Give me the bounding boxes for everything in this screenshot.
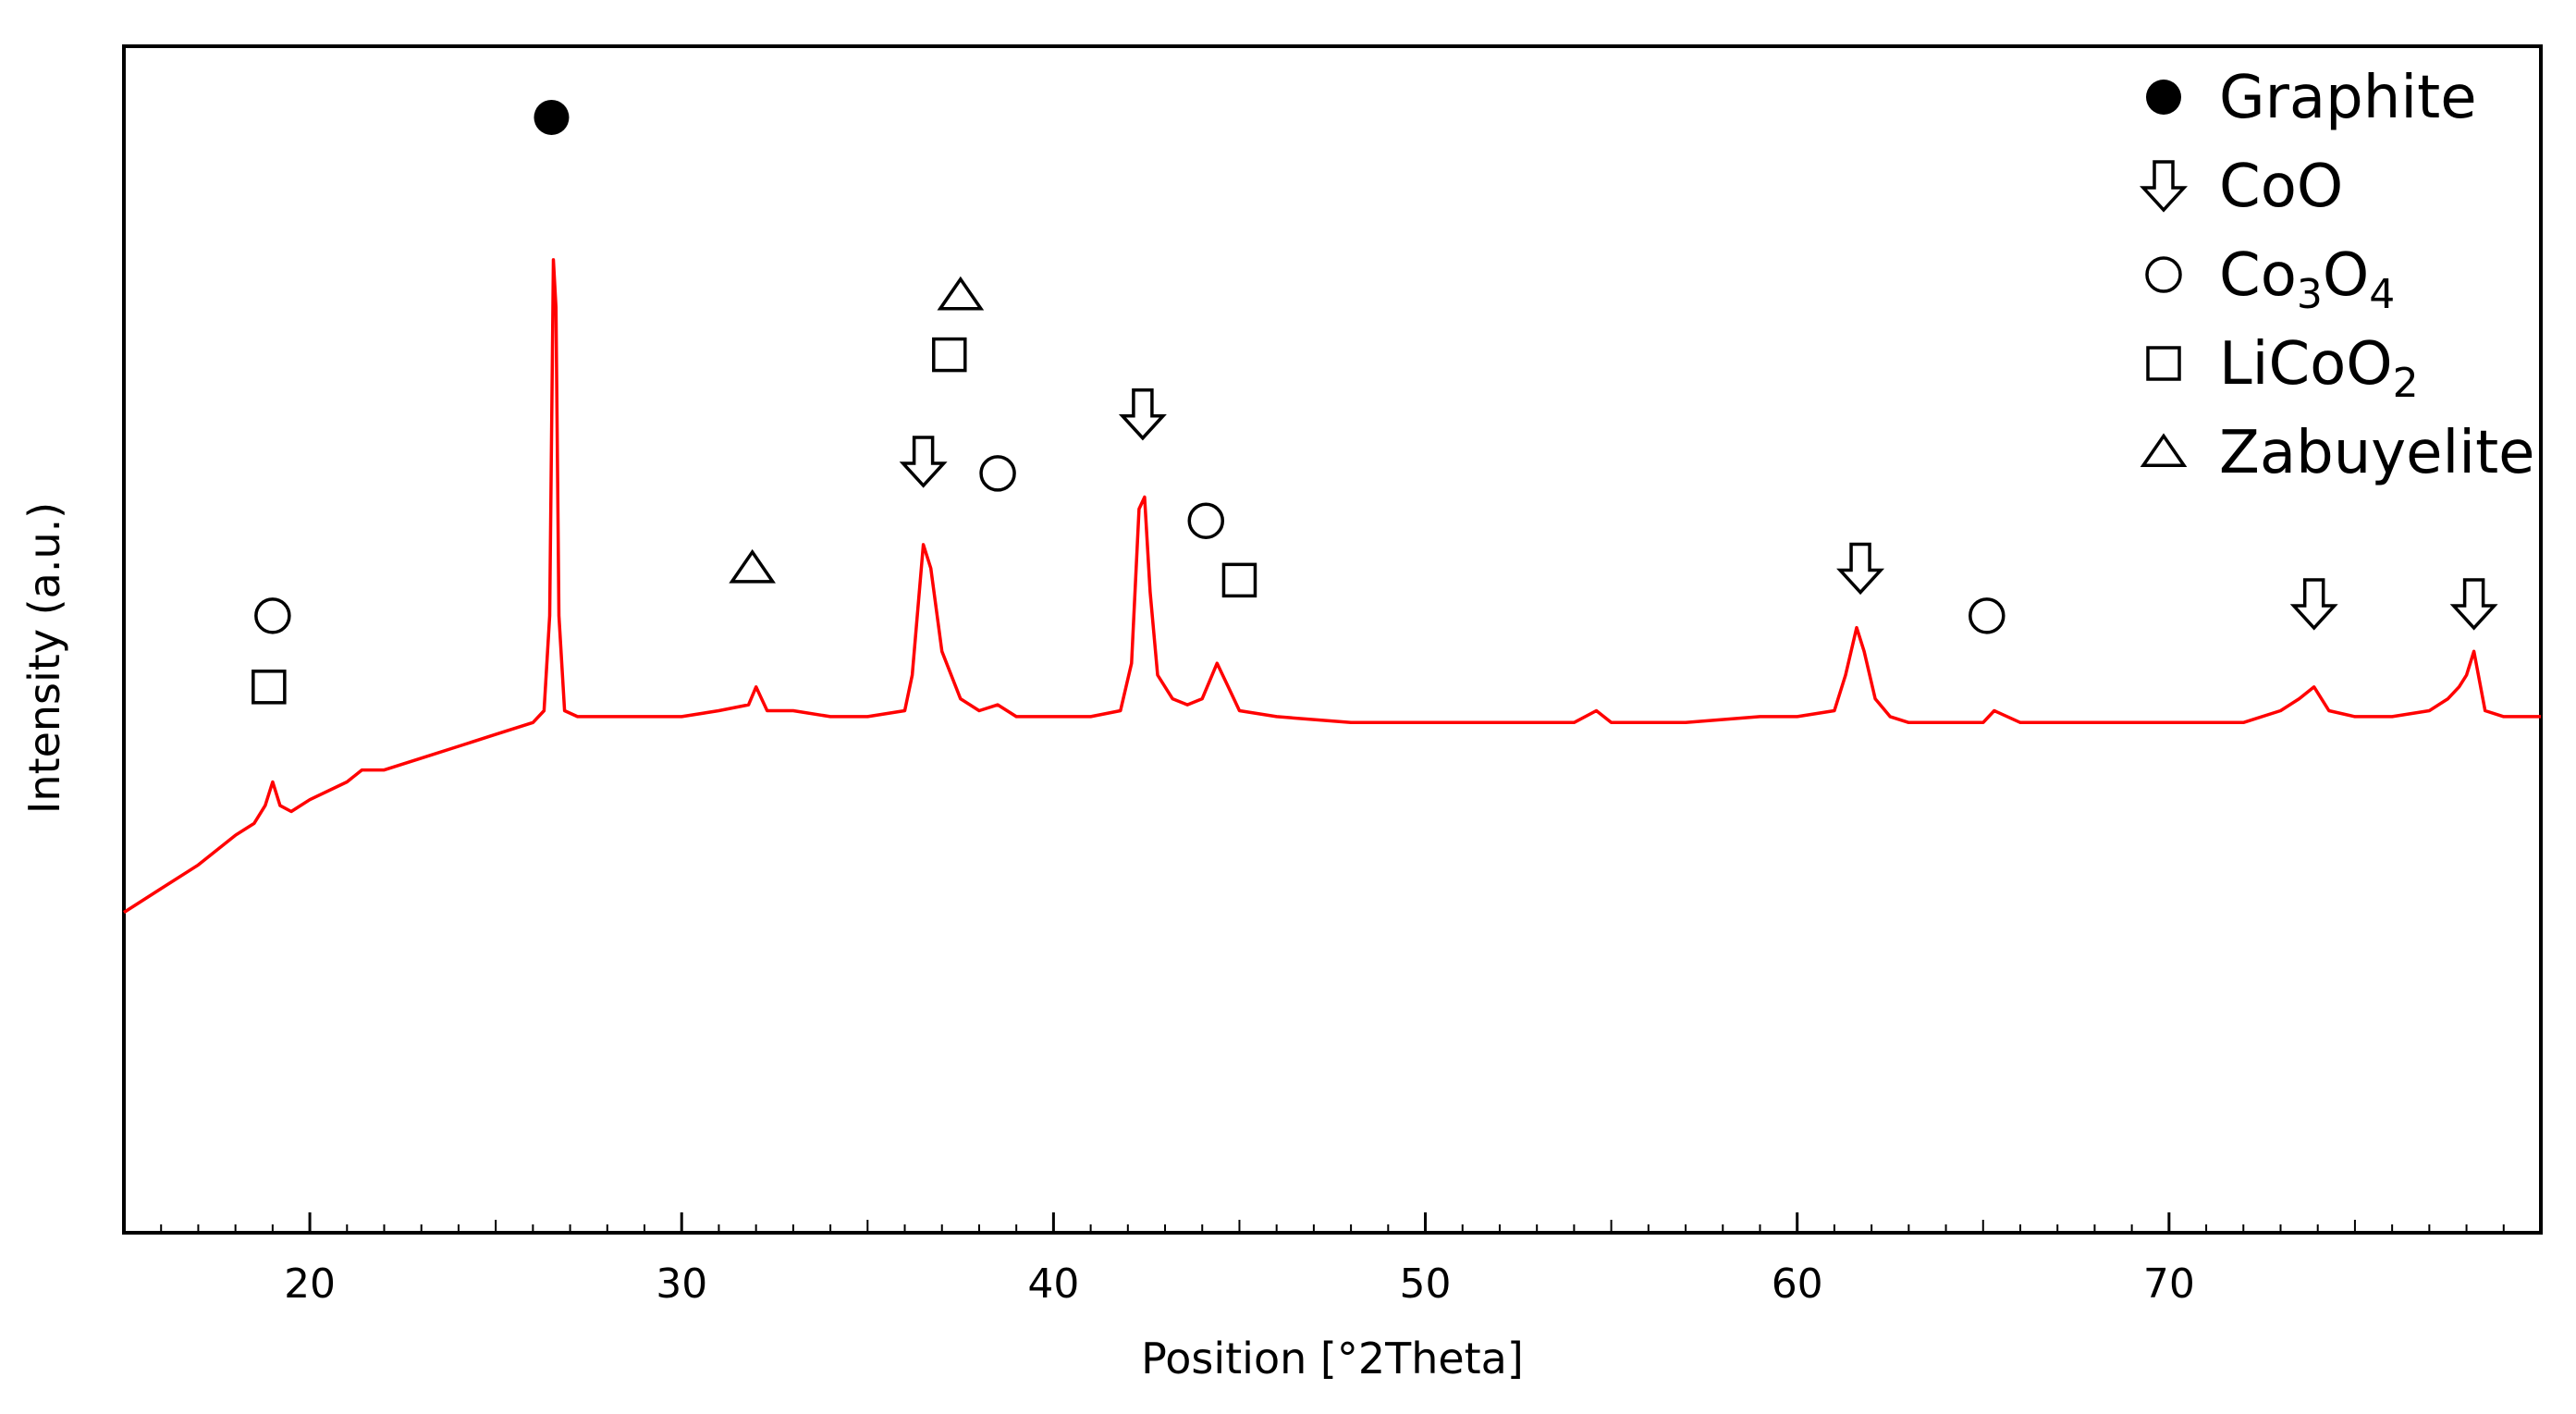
legend-filled-circle-icon <box>2146 80 2181 115</box>
peak-marker-open-triangle <box>937 276 985 311</box>
peak-marker-down-arrow <box>1118 387 1167 441</box>
legend-label: Co3O4 <box>2219 241 2395 318</box>
legend: Graphite CoO Co3O4 LiCoO2 Zabuyelite <box>2140 64 2535 487</box>
legend-label: Graphite <box>2219 64 2477 132</box>
legend-label: Zabuyelite <box>2219 419 2535 487</box>
plot-area <box>122 44 2543 1235</box>
peak-marker-open-square <box>1221 562 1257 598</box>
legend-open-circle-icon <box>2145 256 2182 293</box>
legend-label: CoO <box>2219 153 2343 221</box>
legend-open-square-icon <box>2146 346 2181 381</box>
x-axis-title: Position [°2Theta] <box>1141 1334 1524 1383</box>
legend-down-arrow-icon <box>2140 160 2188 213</box>
peak-marker-down-arrow <box>2449 578 2498 631</box>
peak-marker-open-triangle <box>729 548 776 584</box>
peak-marker-open-circle <box>1187 502 1225 539</box>
peak-marker-open-square <box>932 337 967 373</box>
peak-marker-filled-circle <box>534 99 570 135</box>
peak-markers <box>251 99 2498 705</box>
series-layer <box>123 258 2541 915</box>
legend-open-triangle-icon <box>2140 433 2188 468</box>
plot-border <box>122 44 2543 1235</box>
peak-marker-open-circle <box>1969 597 2006 634</box>
peak-marker-open-square <box>251 670 287 705</box>
peak-marker-open-circle <box>254 597 291 634</box>
x-tick-label: 50 <box>1400 1260 1452 1308</box>
peak-marker-down-arrow <box>899 436 948 488</box>
x-tick-label: 40 <box>1027 1260 1079 1308</box>
peak-marker-down-arrow <box>1836 542 1885 596</box>
x-tick-label: 30 <box>656 1260 707 1308</box>
peak-marker-open-circle <box>979 455 1016 492</box>
x-tick-label: 60 <box>1772 1260 1823 1308</box>
xrd-pattern-line <box>123 258 2541 915</box>
peak-marker-down-arrow <box>2289 578 2338 631</box>
legend-label: LiCoO2 <box>2219 330 2419 407</box>
x-tick-label: 20 <box>284 1260 336 1308</box>
x-tick-label: 70 <box>2143 1260 2195 1308</box>
y-axis-title: Intensity (a.u.) <box>19 502 69 814</box>
x-axis: 20 30 40 50 60 70 <box>123 1212 2543 1308</box>
